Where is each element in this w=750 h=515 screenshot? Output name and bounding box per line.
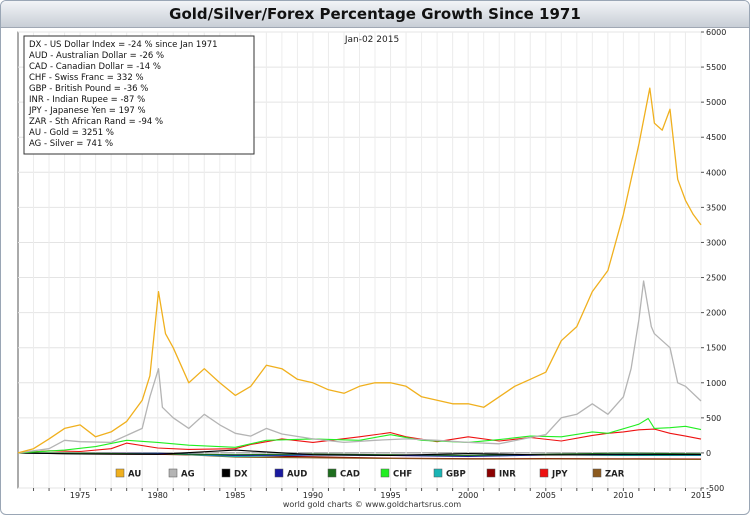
y-tick-label: 4500: [706, 133, 726, 142]
chart-title: Gold/Silver/Forex Percentage Growth Sinc…: [169, 5, 581, 23]
info-box-line: ZAR - Sth African Rand = -94 %: [29, 117, 163, 127]
legend-swatch-ag: [168, 468, 178, 478]
y-tick-label: 0: [706, 449, 711, 458]
x-tick-label: 2000: [458, 491, 478, 500]
legend-swatch-jpy: [539, 468, 549, 478]
x-tick-label: 1990: [303, 491, 323, 500]
date-label: Jan-02 2015: [344, 35, 399, 45]
footer-credit: world gold charts © www.goldchartsrus.co…: [283, 500, 461, 509]
legend-swatch-inr: [486, 468, 496, 478]
legend-label-zar: ZAR: [605, 470, 625, 480]
legend-label-aud: AUD: [287, 470, 307, 480]
legend-swatch-aud: [274, 468, 284, 478]
chart-title-bar: Gold/Silver/Forex Percentage Growth Sinc…: [1, 1, 749, 28]
legend-label-jpy: JPY: [551, 470, 568, 480]
series-line-jpy: [17, 428, 702, 454]
series-lines: [17, 87, 702, 461]
y-tick-label: 3000: [706, 238, 726, 247]
series-line-au: [17, 87, 702, 454]
series-line-cad: [17, 452, 702, 456]
legend-label-gbp: GBP: [446, 470, 466, 480]
info-box-line: AU - Gold = 3251 %: [29, 128, 114, 138]
legend-swatch-zar: [592, 468, 602, 478]
legend-swatch-au: [115, 468, 125, 478]
info-box-frame: [23, 35, 255, 155]
x-tick-label: 1985: [225, 491, 245, 500]
y-tick-label: 2000: [706, 309, 726, 318]
info-box-line: DX - US Dollar Index = -24 % since Jan 1…: [29, 40, 218, 50]
y-axis-ticks: -500 0 500 1000 1500 2000 2500 3000 3500 4000 4500…: [701, 28, 726, 493]
legend-swatch-cad: [327, 468, 337, 478]
y-tick-label: -500: [706, 484, 724, 493]
legend-label-chf: CHF: [393, 470, 412, 480]
y-tick-label: 3500: [706, 203, 726, 212]
x-tick-label: 2015: [691, 491, 711, 500]
legend: AU AG DX AUD CAD CHF GBP INR JPY ZAR: [115, 468, 625, 480]
legend-swatch-gbp: [433, 468, 443, 478]
info-box-line: CAD - Canadian Dollar = -14 %: [29, 62, 161, 72]
x-tick-label: 1995: [380, 491, 400, 500]
legend-label-ag: AG: [181, 470, 195, 480]
y-tick-label: 5000: [706, 98, 726, 107]
legend-swatch-dx: [221, 468, 231, 478]
y-tick-label: 4000: [706, 168, 726, 177]
y-tick-label: 2500: [706, 274, 726, 283]
info-box-line: INR - Indian Rupee = -87 %: [29, 95, 145, 105]
info-box: DX - US Dollar Index = -24 % since Jan 1…: [23, 35, 255, 155]
y-tick-label: 5500: [706, 63, 726, 72]
x-tick-label: 2010: [613, 491, 633, 500]
info-box-line: CHF - Swiss Franc = 332 %: [29, 73, 144, 83]
x-tick-label: 1980: [148, 491, 168, 500]
legend-label-au: AU: [128, 470, 141, 480]
legend-label-cad: CAD: [340, 470, 360, 480]
x-tick-label: 2005: [536, 491, 556, 500]
x-axis-ticks: 1975 1980 1985 1990 1995 2000 2005 2010 2015: [33, 488, 711, 500]
y-tick-label: 1500: [706, 344, 726, 353]
y-tick-label: 6000: [706, 28, 726, 37]
info-box-line: AG - Silver = 741 %: [29, 139, 113, 149]
legend-label-inr: INR: [499, 470, 516, 480]
y-tick-label: 500: [706, 414, 721, 423]
info-box-line: AUD - Australian Dollar = -26 %: [29, 51, 164, 61]
info-box-line: GBP - British Pound = -36 %: [29, 84, 148, 94]
info-box-line: JPY - Japanese Yen = 197 %: [28, 106, 146, 116]
legend-swatch-chf: [380, 468, 390, 478]
x-tick-label: 1975: [70, 491, 90, 500]
legend-label-dx: DX: [234, 470, 248, 480]
y-tick-label: 1000: [706, 379, 726, 388]
series-line-dx: [17, 449, 702, 456]
series-line-ag: [17, 280, 702, 454]
